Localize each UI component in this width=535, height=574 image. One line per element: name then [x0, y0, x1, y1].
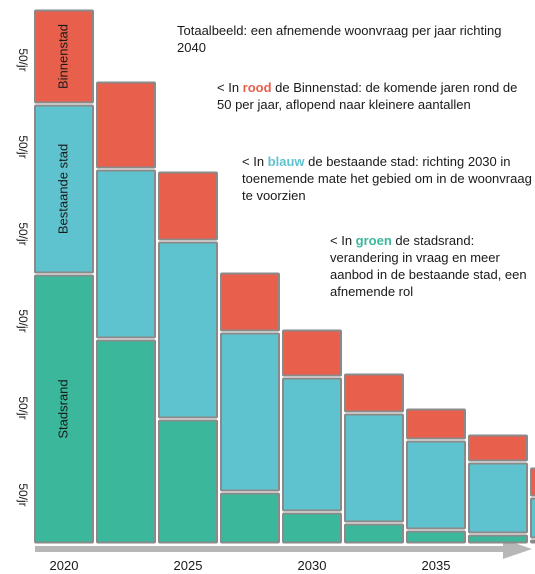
bar-binnenstad-2 [158, 171, 218, 241]
series-label-bestaande-stad: Bestaande stad [55, 144, 70, 234]
y-unit-label: 50/jr [16, 135, 30, 158]
bar-bestaande-stad-2 [158, 241, 218, 419]
annotation-blue: < In blauw de bestaande stad: richting 2… [242, 153, 535, 204]
annotation-green-prefix: < In [330, 233, 356, 248]
bar-bestaande-stad-0 [34, 104, 94, 274]
bar-stadsrand-4 [282, 512, 342, 544]
annotation-total: Totaalbeeld: een afnemende woonvraag per… [177, 22, 522, 56]
bar-stadsrand-2 [158, 419, 218, 544]
bar-bestaande-stad-8 [530, 497, 535, 539]
x-tick-label: 2020 [50, 558, 79, 573]
annotation-green-text: de stadsrand: verandering in vraag en me… [330, 233, 527, 299]
series-label-stadsrand: Stadsrand [55, 379, 70, 438]
annotation-red: < In rood de Binnenstad: de komende jare… [217, 79, 535, 113]
bar-stadsrand-6 [406, 530, 466, 544]
annotation-green-highlight: groen [355, 233, 392, 248]
bar-bestaande-stad-4 [282, 377, 342, 512]
annotation-blue-highlight: blauw [267, 154, 305, 169]
bar-stadsrand-5 [344, 523, 404, 544]
y-unit-label: 50/jr [16, 309, 30, 332]
bar-stadsrand-8 [530, 539, 535, 544]
x-tick-label: 2025 [174, 558, 203, 573]
bar-bestaande-stad-5 [344, 413, 404, 523]
x-axis-line [35, 546, 505, 552]
bar-stadsrand-0 [34, 274, 94, 544]
bar-stadsrand-1 [96, 339, 156, 544]
x-tick-label: 2030 [298, 558, 327, 573]
y-unit-label: 50/jr [16, 396, 30, 419]
bar-stadsrand-3 [220, 492, 280, 544]
y-unit-label: 50/jr [16, 483, 30, 506]
annotation-total-text: Totaalbeeld: een afnemende woonvraag per… [177, 23, 502, 55]
annotation-blue-text: de bestaande stad: richting 2030 in toen… [242, 154, 532, 203]
bar-binnenstad-6 [406, 408, 466, 440]
bar-bestaande-stad-7 [468, 462, 528, 534]
annotation-blue-prefix: < In [242, 154, 268, 169]
bar-binnenstad-8 [530, 467, 535, 497]
bar-binnenstad-3 [220, 272, 280, 332]
annotation-green: < In groen de stadsrand: verandering in … [330, 232, 535, 300]
bar-binnenstad-4 [282, 329, 342, 377]
bar-bestaande-stad-3 [220, 332, 280, 492]
series-label-binnenstad: Binnenstad [55, 24, 70, 89]
annotation-red-prefix: < In [217, 80, 243, 95]
annotation-red-highlight: rood [242, 80, 272, 95]
x-tick-label: 2035 [422, 558, 451, 573]
x-axis-arrowhead [503, 539, 532, 559]
bar-binnenstad-1 [96, 81, 156, 169]
y-unit-label: 50/jr [16, 222, 30, 245]
bar-stadsrand-7 [468, 534, 528, 544]
bar-bestaande-stad-6 [406, 440, 466, 530]
bar-bestaande-stad-1 [96, 169, 156, 339]
annotation-red-text: de Binnenstad: de komende jaren rond de … [217, 80, 518, 112]
bar-binnenstad-5 [344, 373, 404, 413]
bar-binnenstad-0 [34, 9, 94, 104]
y-unit-label: 50/jr [16, 48, 30, 71]
bar-binnenstad-7 [468, 434, 528, 462]
